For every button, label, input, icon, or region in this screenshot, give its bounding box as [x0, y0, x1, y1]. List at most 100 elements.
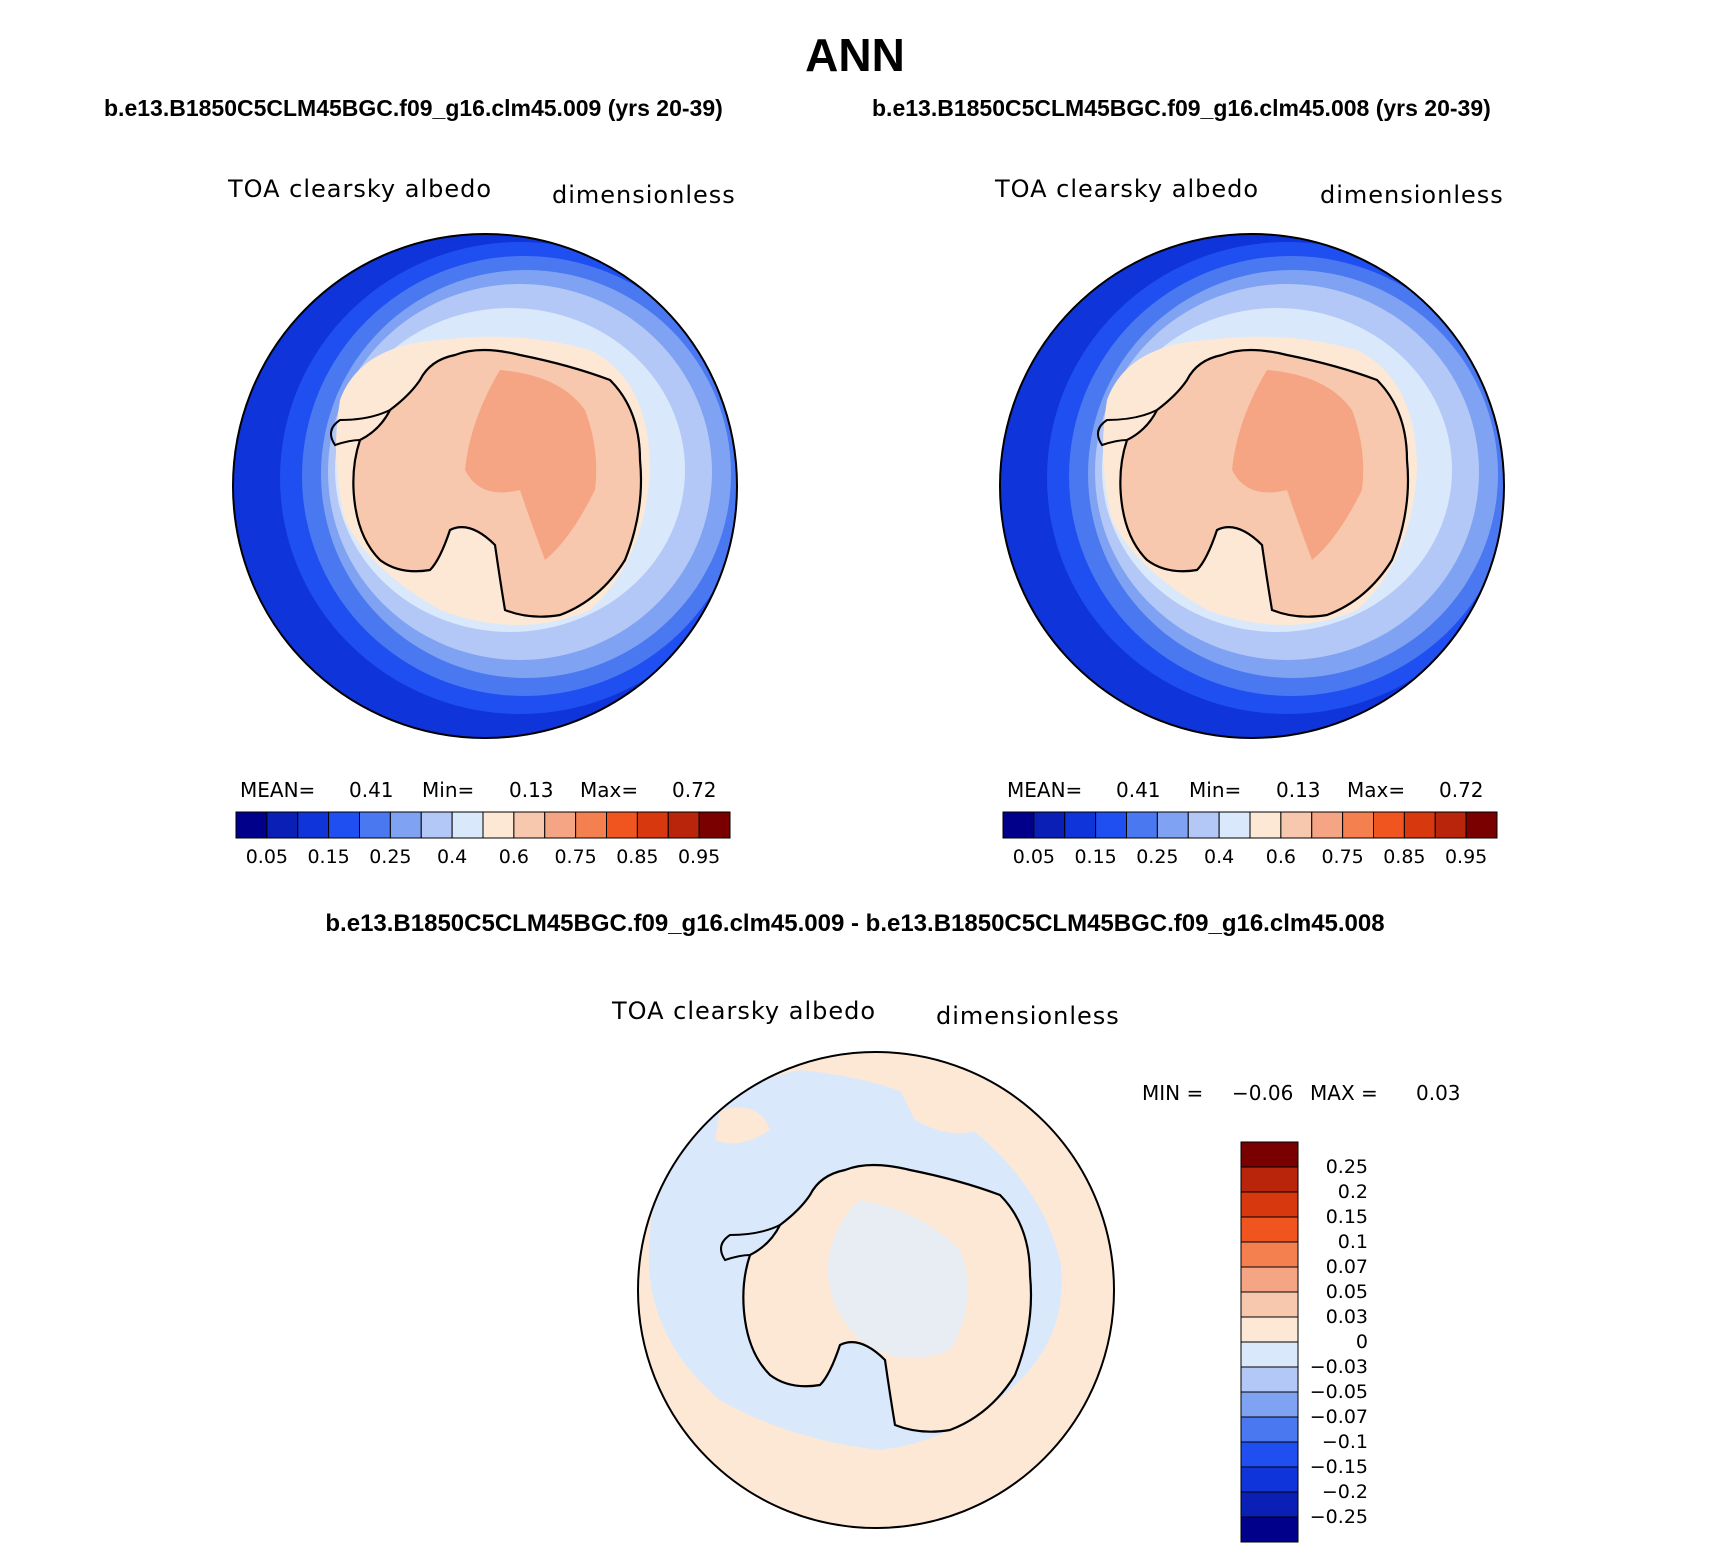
difference-colorbar-tick-label: −0.1 [1321, 1431, 1368, 1453]
panel2-colorbar-swatch-10 [1311, 811, 1344, 839]
panel1-colorbar-swatch-2 [297, 811, 330, 839]
panel1-colorbar-swatch-14 [667, 811, 700, 839]
panel1-min-label: Min= [422, 778, 475, 802]
panel2-colorbar-tick-label: 0.95 [1444, 846, 1488, 868]
difference-colorbar-tick-label: −0.07 [1309, 1406, 1368, 1428]
difference-colorbar-tick-label: −0.03 [1309, 1356, 1368, 1378]
panel2-colorbar-tick-label: 0.6 [1265, 846, 1296, 868]
difference-colorbar-swatch-15 [1240, 1516, 1299, 1543]
difference-colorbar-tick-label: 0.03 [1325, 1306, 1368, 1328]
panel2-min-label: Min= [1189, 778, 1242, 802]
panel2-mean-label: MEAN= [1007, 778, 1083, 802]
panel1-colorbar-swatch-11 [575, 811, 607, 839]
panel2-colorbar-swatch-6 [1187, 811, 1220, 839]
panel2-min-value: 0.13 [1276, 778, 1321, 802]
panel1-colorbar-swatch-9 [513, 811, 546, 839]
panel2-colorbar-tick-label: 0.85 [1383, 846, 1426, 868]
panel2-colorbar-swatch-8 [1249, 811, 1282, 839]
panel1-colorbar-tick-label: 0.4 [437, 846, 468, 868]
difference-colorbar-swatch-10 [1240, 1391, 1299, 1418]
panel1-colorbar-tick-label: 0.75 [554, 846, 597, 868]
panel2-colorbar-tick-label: 0.05 [1012, 846, 1056, 868]
difference-colorbar-tick-label: −0.2 [1321, 1481, 1368, 1503]
panel1-units-label: dimensionless [552, 181, 736, 209]
panel1-colorbar-tick-label: 0.6 [498, 846, 529, 868]
panel1-colorbar-swatch-0 [235, 811, 268, 839]
difference-colorbar-swatch-9 [1240, 1366, 1299, 1393]
case-title-left: b.e13.B1850C5CLM45BGC.f09_g16.clm45.009 … [104, 95, 723, 121]
panel1-colorbar-tick-label: 0.85 [616, 846, 659, 868]
difference-colorbar-tick-label: 0.15 [1325, 1206, 1368, 1228]
panel1-colorbar-swatch-5 [389, 811, 422, 839]
difference-colorbar-swatch-5 [1240, 1266, 1299, 1293]
panel2-colorbar-tick-label: 0.75 [1321, 846, 1364, 868]
panel1-mean-value: 0.41 [349, 778, 394, 802]
difference-colorbar-swatch-1 [1240, 1166, 1299, 1193]
difference-colorbar-tick-label: 0 [1355, 1331, 1368, 1353]
diff-min-value: −0.06 [1232, 1081, 1294, 1105]
panel1-colorbar-tick-label: 0.95 [677, 846, 721, 868]
panel2-colorbar-swatch-2 [1064, 811, 1097, 839]
difference-colorbar-tick-label: 0.25 [1325, 1156, 1368, 1178]
difference-colorbar-swatch-3 [1240, 1216, 1299, 1243]
difference-colorbar-swatch-14 [1240, 1491, 1299, 1518]
panel1-colorbar-swatch-1 [266, 811, 299, 839]
panel1-max-label: Max= [580, 778, 639, 802]
diff-variable-label: TOA clearsky albedo [612, 997, 877, 1025]
difference-colorbar-swatch-13 [1240, 1466, 1299, 1493]
panel1-colorbar-swatch-15 [698, 811, 731, 839]
diff-min-label: MIN = [1142, 1081, 1204, 1105]
panel1-colorbar [235, 811, 731, 839]
case-title-right: b.e13.B1850C5CLM45BGC.f09_g16.clm45.008 … [872, 95, 1491, 121]
panel2-colorbar-swatch-3 [1095, 811, 1127, 839]
difference-colorbar-tick-label: −0.25 [1309, 1506, 1368, 1528]
difference-colorbar-swatch-4 [1240, 1241, 1299, 1268]
diff-units-label: dimensionless [936, 1002, 1120, 1030]
difference-colorbar-tick-label: 0.2 [1337, 1181, 1368, 1203]
panel2-colorbar-swatch-0 [1002, 811, 1035, 839]
difference-colorbar-swatch-0 [1240, 1141, 1299, 1168]
diff-max-value: 0.03 [1416, 1081, 1461, 1105]
panel1-colorbar-swatch-8 [482, 811, 515, 839]
panel2-colorbar [1002, 811, 1498, 839]
panel1-colorbar-swatch-13 [636, 811, 669, 839]
panel1-max-value: 0.72 [672, 778, 717, 802]
panel1-colorbar-tick-label: 0.25 [369, 846, 412, 868]
panel2-mean-value: 0.41 [1116, 778, 1161, 802]
difference-colorbar-swatch-2 [1240, 1191, 1299, 1218]
panel1-mean-label: MEAN= [240, 778, 316, 802]
panel1-colorbar-tick-label: 0.15 [307, 846, 350, 868]
difference-colorbar-tick-label: 0.07 [1325, 1256, 1368, 1278]
panel2-colorbar-tick-label: 0.15 [1074, 846, 1117, 868]
panel1-colorbar-swatch-10 [544, 811, 577, 839]
panel1-variable-label: TOA clearsky albedo [228, 175, 493, 203]
panel2-colorbar-swatch-7 [1218, 811, 1251, 839]
panel1-min-value: 0.13 [509, 778, 554, 802]
difference-colorbar-tick-label: 0.05 [1325, 1281, 1368, 1303]
difference-colorbar-tick-label: 0.1 [1337, 1231, 1368, 1253]
difference-colorbar-swatch-6 [1240, 1291, 1299, 1318]
difference-colorbar-swatch-8 [1240, 1341, 1299, 1368]
panel2-units-label: dimensionless [1320, 181, 1504, 209]
panel1-colorbar-tick-label: 0.05 [245, 846, 289, 868]
difference-colorbar-swatch-12 [1240, 1441, 1299, 1468]
panel2-colorbar-swatch-14 [1434, 811, 1467, 839]
panel2-colorbar-swatch-1 [1033, 811, 1066, 839]
panel2-max-value: 0.72 [1439, 778, 1484, 802]
panel1-colorbar-swatch-4 [359, 811, 391, 839]
diff-max-label: MAX = [1310, 1081, 1378, 1105]
figure-title: ANN [805, 29, 905, 81]
panel2-colorbar-tick-label: 0.25 [1136, 846, 1179, 868]
panel1-colorbar-labels: 0.05 0.15 0.25 0.4 0.6 0.75 0.85 0.95 [236, 846, 730, 870]
panel2-colorbar-tick-label: 0.4 [1204, 846, 1235, 868]
difference-colorbar-swatch-11 [1240, 1416, 1299, 1443]
difference-colorbar-tick-label: −0.15 [1309, 1456, 1368, 1478]
panel2-max-label: Max= [1347, 778, 1406, 802]
difference-colorbar-labels: 0.25 0.2 0.15 0.1 0.07 0.05 0.03 0 −0.03 −0.05 −0.… [1300, 1142, 1372, 1542]
panel2-colorbar-labels: 0.05 0.15 0.25 0.4 0.6 0.75 0.85 0.95 [1003, 846, 1497, 870]
difference-colorbar-tick-label: −0.05 [1309, 1381, 1368, 1403]
panel2-colorbar-swatch-15 [1465, 811, 1498, 839]
